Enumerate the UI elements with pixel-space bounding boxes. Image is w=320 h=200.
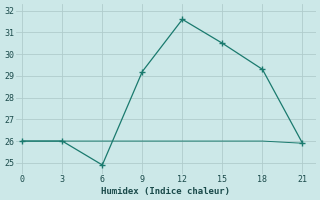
X-axis label: Humidex (Indice chaleur): Humidex (Indice chaleur) <box>101 187 230 196</box>
